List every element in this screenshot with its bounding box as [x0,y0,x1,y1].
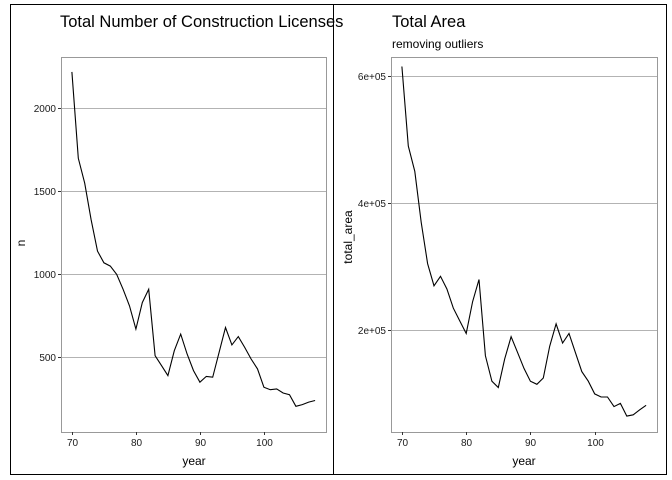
x-tick-label: 70 [67,438,79,449]
x-tick-label: 80 [461,438,473,449]
chart-left-series-line [71,71,316,407]
chart-right-title: Total Area [392,13,466,31]
chart-right-subtitle: removing outliers [392,37,483,51]
x-tick-label: 90 [195,438,207,449]
chart-right-ylabel: total_area [341,210,355,264]
chart-right-grid [391,76,657,331]
chart-right: Total Area removing outliers 2e+05 4e+05 6… [341,13,658,468]
y-tick-label: 1000 [34,270,57,281]
chart-left-grid [61,108,326,358]
chart-right-yticks: 2e+05 4e+05 6e+05 [358,72,391,337]
figure-border [10,4,667,475]
x-tick-label: 100 [256,438,273,449]
x-tick-label: 70 [397,438,409,449]
chart-left-ylabel: n [14,240,28,247]
chart-left-panel [61,57,327,433]
y-tick-label: 2e+05 [358,326,387,337]
chart-right-series-line [401,66,647,417]
x-tick-label: 100 [587,438,604,449]
chart-left-xlabel: year [182,454,205,468]
y-tick-label: 500 [39,353,56,364]
chart-right-xlabel: year [512,454,535,468]
chart-right-xticks: 70 80 90 100 [397,432,604,449]
y-tick-label: 6e+05 [358,72,387,83]
x-tick-label: 80 [131,438,143,449]
y-tick-label: 4e+05 [358,199,387,210]
chart-left-xticks: 70 80 90 100 [67,432,273,449]
y-tick-label: 2000 [34,104,57,115]
y-tick-label: 1500 [34,187,57,198]
chart-left-title: Total Number of Construction Licenses [60,13,343,31]
x-tick-label: 90 [525,438,537,449]
chart-left-yticks: 500 1000 1500 2000 [34,104,61,364]
chart-left: Total Number of Construction Licenses 50… [14,13,343,468]
chart-right-panel [391,57,658,433]
